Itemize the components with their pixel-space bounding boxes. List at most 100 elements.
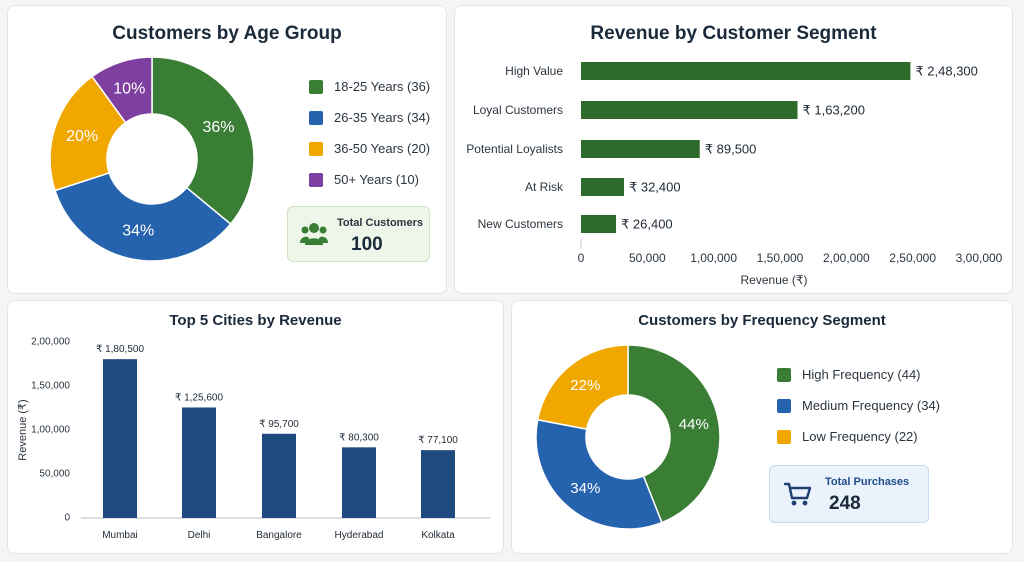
- segment-bar-chart: High Value ₹ 2,48,300 Loyal Customers ₹ 1,6…: [466, 62, 1003, 287]
- city-bar: [421, 450, 455, 518]
- city-bar-value-label: ₹ 77,100: [418, 435, 458, 446]
- segment-chart-title: Revenue by Customer Segment: [590, 23, 877, 44]
- frequency-chart-title: Customers by Frequency Segment: [638, 312, 886, 329]
- age-donut-chart: 36% 34% 20% 10%: [49, 56, 255, 262]
- city-bar-value-label: ₹ 95,700: [259, 419, 299, 430]
- city-revenue-card: Top 5 Cities by Revenue 0 50,000 1,00,000 1…: [7, 300, 504, 554]
- frequency-legend-swatch: [777, 398, 791, 413]
- age-slice-label: 10%: [113, 81, 145, 98]
- total-purchases-value: 248: [829, 493, 861, 514]
- frequency-legend-item: Low Frequency (22): [777, 421, 940, 452]
- segment-bar-value-label: ₹ 89,500: [705, 142, 757, 157]
- frequency-legend-swatch: [777, 429, 791, 444]
- total-purchases-label: Total Purchases: [825, 476, 910, 488]
- city-bar-value-label: ₹ 80,300: [339, 432, 379, 443]
- segment-x-tick-label: 3,00,000: [956, 251, 1003, 265]
- age-legend-label: 18-25 Years (36): [334, 79, 431, 94]
- age-legend-swatch: [309, 79, 323, 94]
- age-slice-label: 34%: [122, 223, 154, 240]
- city-category-label: Delhi: [188, 530, 211, 541]
- segment-bar-value-label: ₹ 32,400: [629, 180, 681, 195]
- segment-bar: [581, 140, 700, 158]
- segment-bar-value-label: ₹ 1,63,200: [803, 103, 866, 118]
- segment-x-axis-title: Revenue (₹): [741, 273, 808, 287]
- city-category-label: Bangalore: [256, 530, 302, 541]
- city-y-tick-label: 1,50,000: [31, 381, 70, 392]
- city-y-tick-label: 2,00,000: [31, 337, 70, 348]
- frequency-legend: High Frequency (44) Medium Frequency (34)…: [777, 359, 940, 452]
- city-chart-title: Top 5 Cities by Revenue: [169, 312, 342, 329]
- city-y-tick-label: 1,00,000: [31, 425, 70, 436]
- frequency-slice-label: 44%: [679, 416, 709, 433]
- segment-x-tick-label: 0: [578, 251, 585, 265]
- segment-bar: [581, 215, 617, 233]
- city-y-tick-label: 50,000: [39, 469, 70, 480]
- segment-x-tick-label: 50,000: [629, 251, 666, 265]
- age-legend-item: 18-25 Years (36): [309, 71, 430, 102]
- city-category-label: Hyderabad: [335, 530, 384, 541]
- frequency-legend-item: Medium Frequency (34): [777, 390, 940, 421]
- age-legend-swatch: [309, 110, 323, 125]
- age-slice: [49, 75, 127, 192]
- segment-bar: [581, 178, 624, 196]
- segment-category-label: At Risk: [525, 180, 564, 194]
- age-group-card: Customers by Age Group 36% 34% 20% 10% 18-2…: [7, 5, 447, 294]
- frequency-legend-item: High Frequency (44): [777, 359, 940, 390]
- frequency-slice: [535, 418, 663, 530]
- frequency-donut-chart: 44% 34% 22%: [535, 344, 721, 530]
- frequency-slice: [627, 344, 721, 524]
- age-slice-label: 36%: [202, 119, 234, 136]
- city-category-label: Mumbai: [102, 530, 138, 541]
- age-legend-swatch: [309, 141, 323, 156]
- segment-bar-value-label: ₹ 26,400: [621, 217, 673, 232]
- total-purchases-box: Total Purchases 248: [769, 465, 929, 523]
- age-legend-item: 36-50 Years (20): [309, 133, 430, 164]
- shopping-cart-icon: [783, 482, 812, 506]
- segment-category-label: High Value: [505, 64, 563, 78]
- segment-bar-value-label: ₹ 2,48,300: [915, 64, 978, 79]
- age-legend-label: 26-35 Years (34): [334, 110, 431, 125]
- frequency-legend-label: High Frequency (44): [802, 367, 921, 382]
- frequency-legend-swatch: [777, 367, 791, 382]
- segment-bar: [581, 62, 911, 80]
- age-legend-label: 36-50 Years (20): [334, 141, 431, 156]
- age-legend-item: 50+ Years (10): [309, 164, 430, 195]
- city-bar: [182, 407, 216, 518]
- city-y-tick-label: 0: [64, 513, 70, 524]
- segment-category-label: New Customers: [478, 217, 563, 231]
- city-y-axis-title: Revenue (₹): [17, 399, 29, 460]
- segment-revenue-card: Revenue by Customer Segment High Value ₹ …: [454, 5, 1013, 294]
- age-legend-item: 26-35 Years (34): [309, 102, 430, 133]
- age-legend-swatch: [309, 172, 323, 187]
- frequency-card: Customers by Frequency Segment 44% 34% 22%…: [511, 300, 1013, 554]
- segment-x-tick-label: 2,50,000: [889, 251, 936, 265]
- segment-x-tick-label: 1,50,000: [757, 251, 804, 265]
- frequency-legend-label: Low Frequency (22): [802, 429, 918, 444]
- segment-bar: [581, 101, 798, 119]
- age-slice: [54, 171, 232, 262]
- total-customers-label: Total Customers: [337, 217, 423, 229]
- total-customers-value: 100: [351, 234, 383, 255]
- frequency-slice-label: 22%: [570, 377, 600, 394]
- city-bar-value-label: ₹ 1,25,600: [175, 392, 224, 403]
- age-chart-title: Customers by Age Group: [112, 23, 342, 44]
- age-slice: [90, 56, 153, 124]
- segment-category-label: Potential Loyalists: [466, 142, 563, 156]
- users-icon: [300, 223, 328, 245]
- segment-x-tick-label: 2,00,000: [823, 251, 870, 265]
- segment-x-tick-label: 1,00,000: [690, 251, 737, 265]
- frequency-legend-label: Medium Frequency (34): [802, 398, 940, 413]
- age-slice-label: 20%: [66, 128, 98, 145]
- city-bar-value-label: ₹ 1,80,500: [96, 344, 145, 355]
- city-category-label: Kolkata: [421, 530, 455, 541]
- city-bar: [103, 359, 137, 518]
- age-legend-label: 50+ Years (10): [334, 172, 419, 187]
- frequency-slice-label: 34%: [570, 480, 600, 497]
- age-slice: [151, 56, 255, 226]
- city-bar: [342, 447, 376, 518]
- segment-category-label: Loyal Customers: [473, 103, 563, 117]
- frequency-slice: [536, 344, 629, 431]
- total-customers-box: Total Customers 100: [287, 206, 430, 262]
- age-legend: 18-25 Years (36) 26-35 Years (34) 36-50 Ye…: [309, 71, 430, 195]
- city-bar: [262, 433, 296, 518]
